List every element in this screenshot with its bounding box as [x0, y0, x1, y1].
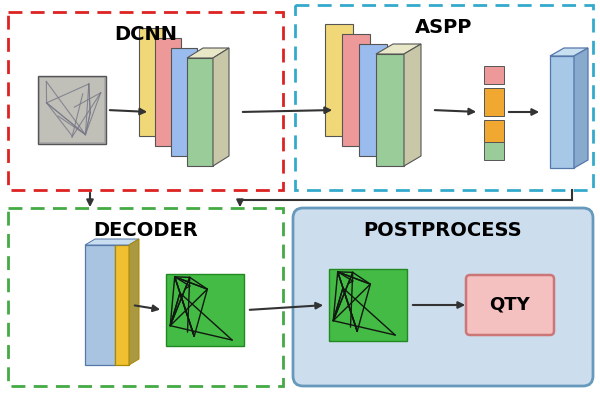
Polygon shape: [376, 44, 421, 54]
Bar: [295, 5, 593, 190]
Polygon shape: [213, 48, 229, 166]
Bar: [85, 245, 115, 365]
Bar: [187, 58, 213, 166]
Bar: [376, 54, 404, 166]
Bar: [40, 78, 104, 142]
Bar: [550, 56, 574, 168]
Text: QTY: QTY: [490, 296, 530, 314]
Polygon shape: [550, 48, 588, 56]
Text: DECODER: DECODER: [93, 221, 198, 240]
Bar: [8, 208, 283, 386]
Bar: [484, 120, 504, 142]
Bar: [38, 76, 106, 144]
Polygon shape: [187, 48, 229, 58]
Bar: [484, 66, 504, 84]
Text: ASPP: ASPP: [415, 17, 473, 37]
Text: POSTPROCESS: POSTPROCESS: [364, 221, 523, 240]
Bar: [342, 34, 370, 146]
Polygon shape: [574, 48, 588, 168]
Text: DCNN: DCNN: [114, 24, 177, 43]
Bar: [325, 24, 353, 136]
Polygon shape: [129, 239, 139, 365]
Bar: [171, 48, 197, 156]
FancyBboxPatch shape: [293, 208, 593, 386]
Bar: [329, 269, 407, 341]
Bar: [8, 12, 283, 190]
Bar: [484, 142, 504, 160]
Bar: [166, 274, 244, 346]
Bar: [115, 245, 129, 365]
Bar: [155, 38, 181, 146]
Bar: [139, 28, 165, 136]
FancyBboxPatch shape: [466, 275, 554, 335]
Bar: [484, 88, 504, 116]
Polygon shape: [85, 239, 139, 245]
Bar: [359, 44, 387, 156]
Polygon shape: [404, 44, 421, 166]
